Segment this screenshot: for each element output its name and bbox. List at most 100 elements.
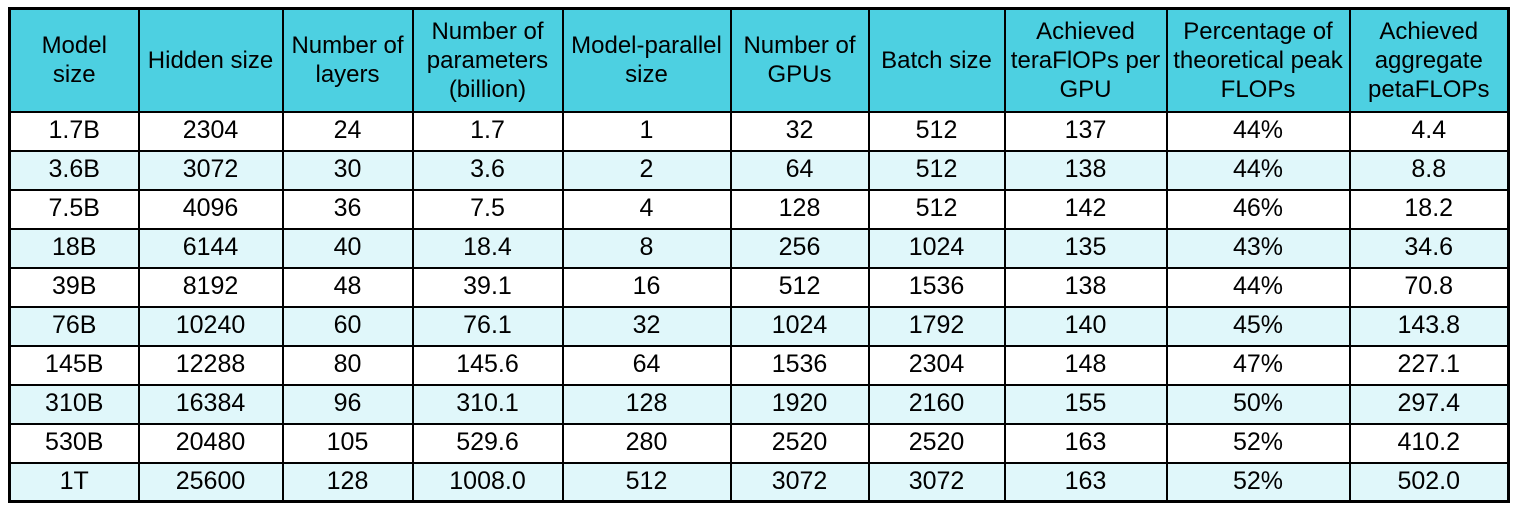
table-cell: 76B: [8, 305, 140, 347]
table-row: 18B 6144 40 18.4 8 256 1024 135 43% 34.6: [8, 227, 1510, 269]
header-cell: Percentage of theoretical peak FLOPs: [1165, 7, 1351, 113]
table-cell: 142: [1003, 188, 1168, 230]
table-cell: 52%: [1165, 422, 1351, 464]
header-cell-label: Achieved aggregate petaFLOPs: [1368, 17, 1490, 103]
table-cell: 36: [281, 188, 414, 230]
header-cell: Batch size: [867, 7, 1006, 113]
table-row: 3.6B 3072 30 3.6 2 64 512 138 44% 8.8: [8, 149, 1510, 191]
table-cell: 1T: [8, 461, 140, 503]
table-cell: 140: [1003, 305, 1168, 347]
table-cell: 52%: [1165, 461, 1351, 503]
table-cell: 3072: [729, 461, 870, 503]
table-cell: 44%: [1165, 110, 1351, 152]
table-row: 310B 16384 96 310.1 128 1920 2160 155 50% 297.4: [8, 383, 1510, 425]
table-cell: 148: [1003, 344, 1168, 386]
table-cell: 10240: [137, 305, 284, 347]
table-cell: 25600: [137, 461, 284, 503]
table-cell: 7.5: [411, 188, 564, 230]
header-cell-label: Achieved teraFlOPs per GPU: [1010, 17, 1161, 103]
table-cell: 44%: [1165, 266, 1351, 308]
table-cell: 4.4: [1348, 110, 1510, 152]
table-cell: 4: [561, 188, 732, 230]
table-cell: 1536: [867, 266, 1006, 308]
table-row: 7.5B 4096 36 7.5 4 128 512 142 46% 18.2: [8, 188, 1510, 230]
table-cell: 18.2: [1348, 188, 1510, 230]
table-cell: 138: [1003, 149, 1168, 191]
table-cell: 47%: [1165, 344, 1351, 386]
table-cell: 8192: [137, 266, 284, 308]
table-cell: 1536: [729, 344, 870, 386]
header-cell-label: Model-parallel size: [571, 32, 722, 89]
table-cell: 48: [281, 266, 414, 308]
table-cell: 155: [1003, 383, 1168, 425]
table-cell: 529.6: [411, 422, 564, 464]
table-cell: 2160: [867, 383, 1006, 425]
header-cell: Number of layers: [281, 7, 414, 113]
header-cell: Hidden size: [137, 7, 284, 113]
model-scaling-table: Model size Hidden size Number of layers Num…: [8, 7, 1510, 503]
table-row: 1.7B 2304 24 1.7 1 32 512 137 44% 4.4: [8, 110, 1510, 152]
table-cell: 16384: [137, 383, 284, 425]
table-cell: 18.4: [411, 227, 564, 269]
table-cell: 297.4: [1348, 383, 1510, 425]
table-cell: 2304: [137, 110, 284, 152]
table-cell: 3.6: [411, 149, 564, 191]
header-cell: Model-parallel size: [561, 7, 732, 113]
table-cell: 7.5B: [8, 188, 140, 230]
table-cell: 1.7: [411, 110, 564, 152]
table-cell: 2520: [729, 422, 870, 464]
table-cell: 1792: [867, 305, 1006, 347]
table-cell: 34.6: [1348, 227, 1510, 269]
header-cell: Achieved teraFlOPs per GPU: [1003, 7, 1168, 113]
table-cell: 44%: [1165, 149, 1351, 191]
table-cell: 512: [729, 266, 870, 308]
table-row: 530B 20480 105 529.6 280 2520 2520 163 52% 410.2: [8, 422, 1510, 464]
table-row: 145B 12288 80 145.6 64 1536 2304 148 47% 227.1: [8, 344, 1510, 386]
table-cell: 227.1: [1348, 344, 1510, 386]
table-cell: 135: [1003, 227, 1168, 269]
header-cell-label: Percentage of theoretical peak FLOPs: [1173, 17, 1343, 103]
header-cell-label: Number of parameters (billion): [426, 17, 549, 103]
table-cell: 30: [281, 149, 414, 191]
table-cell: 70.8: [1348, 266, 1510, 308]
table-cell: 64: [561, 344, 732, 386]
table-cell: 512: [867, 149, 1006, 191]
table-cell: 138: [1003, 266, 1168, 308]
header-cell-label: Number of layers: [291, 32, 404, 89]
table-cell: 39B: [8, 266, 140, 308]
table-cell: 20480: [137, 422, 284, 464]
table-cell: 45%: [1165, 305, 1351, 347]
table-cell: 46%: [1165, 188, 1351, 230]
header-cell: Number of GPUs: [729, 7, 870, 113]
table-cell: 145.6: [411, 344, 564, 386]
table-cell: 50%: [1165, 383, 1351, 425]
table-cell: 60: [281, 305, 414, 347]
header-cell: Model size: [8, 7, 140, 113]
table-cell: 137: [1003, 110, 1168, 152]
table-cell: 43%: [1165, 227, 1351, 269]
table-cell: 530B: [8, 422, 140, 464]
table-cell: 96: [281, 383, 414, 425]
table-cell: 163: [1003, 422, 1168, 464]
header-cell-label: Hidden size: [147, 46, 274, 74]
table-cell: 256: [729, 227, 870, 269]
header-row: Model size Hidden size Number of layers Num…: [8, 7, 1510, 113]
header-cell-label: Model size: [41, 32, 107, 89]
table-cell: 145B: [8, 344, 140, 386]
table-cell: 39.1: [411, 266, 564, 308]
header-cell: Number of parameters (billion): [411, 7, 564, 113]
table-cell: 64: [729, 149, 870, 191]
table-cell: 1920: [729, 383, 870, 425]
table-cell: 310B: [8, 383, 140, 425]
table-cell: 280: [561, 422, 732, 464]
table-cell: 1024: [729, 305, 870, 347]
table-cell: 12288: [137, 344, 284, 386]
table-cell: 310.1: [411, 383, 564, 425]
table-row: 1T 25600 128 1008.0 512 3072 3072 163 52% 502.0: [8, 461, 1510, 503]
table-cell: 16: [561, 266, 732, 308]
table-row: 76B 10240 60 76.1 32 1024 1792 140 45% 143.8: [8, 305, 1510, 347]
table-cell: 3.6B: [8, 149, 140, 191]
table-header: Model size Hidden size Number of layers Num…: [8, 7, 1510, 113]
table-cell: 105: [281, 422, 414, 464]
table-cell: 512: [867, 188, 1006, 230]
